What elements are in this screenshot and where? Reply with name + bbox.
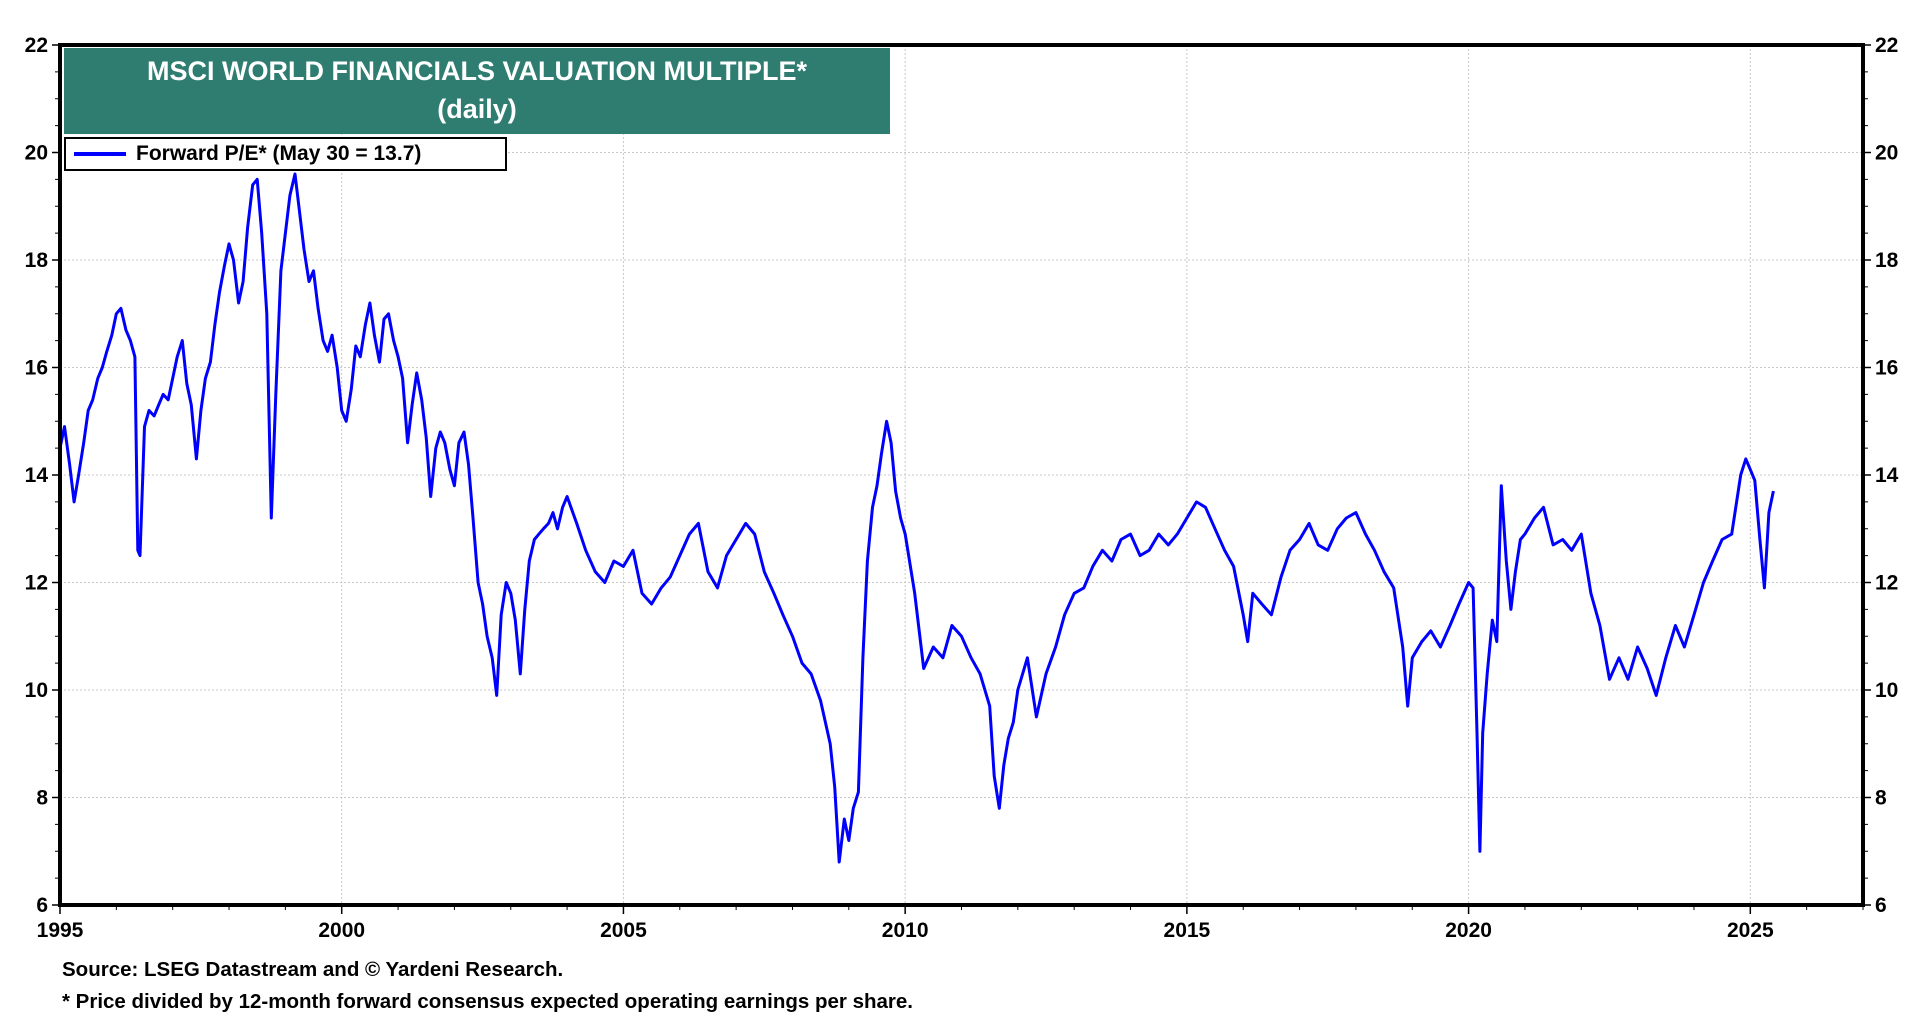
y-tick-label-right: 16 xyxy=(1875,357,1898,380)
legend-line-swatch xyxy=(74,152,126,156)
right-y-axis: 6 8 10 12 14 16 18 20 22 xyxy=(1863,34,1899,917)
x-tick-label: 2010 xyxy=(882,919,929,942)
y-tick-label-left: 12 xyxy=(25,572,48,595)
y-tick-label-right: 20 xyxy=(1875,142,1898,165)
y-tick-label-left: 16 xyxy=(25,357,48,380)
y-tick-label-left: 6 xyxy=(36,894,48,917)
footnote: * Price divided by 12-month forward cons… xyxy=(62,990,913,1013)
x-tick-label: 2025 xyxy=(1727,919,1774,942)
y-tick-label-left: 18 xyxy=(25,249,49,272)
y-tick-label-right: 10 xyxy=(1875,679,1898,702)
series-line-forward-pe xyxy=(58,172,1775,864)
y-tick-label-left: 10 xyxy=(25,679,48,702)
y-tick-label-right: 14 xyxy=(1875,464,1899,487)
y-tick-label-right: 22 xyxy=(1875,34,1898,57)
x-tick-label: 2015 xyxy=(1164,919,1211,942)
x-tick-label: 2020 xyxy=(1445,919,1492,942)
x-tick-label: 2005 xyxy=(600,919,647,942)
y-tick-label-right: 6 xyxy=(1875,894,1887,917)
y-tick-label-left: 20 xyxy=(25,142,48,165)
x-tick-label: 2000 xyxy=(318,919,365,942)
x-axis: 1995 2000 2005 2010 2015 2020 2025 xyxy=(37,905,1774,942)
chart-title: MSCI WORLD FINANCIALS VALUATION MULTIPLE… xyxy=(147,56,807,86)
x-tick-label: 1995 xyxy=(37,919,84,942)
y-tick-label-right: 18 xyxy=(1875,249,1899,272)
chart-subtitle: (daily) xyxy=(437,94,517,124)
y-tick-label-left: 14 xyxy=(25,464,49,487)
source-note: Source: LSEG Datastream and © Yardeni Re… xyxy=(62,958,564,981)
gridlines xyxy=(60,45,1863,905)
left-y-axis: 6 8 10 12 14 16 18 20 22 xyxy=(25,34,60,917)
y-tick-label-right: 8 xyxy=(1875,787,1887,810)
legend: Forward P/E* (May 30 = 13.7) xyxy=(64,137,507,171)
minor-ticks xyxy=(55,71,1868,910)
y-tick-label-left: 22 xyxy=(25,34,48,57)
y-tick-label-left: 8 xyxy=(36,787,48,810)
series-layer xyxy=(58,172,1775,864)
y-tick-label-right: 12 xyxy=(1875,572,1898,595)
chart-title-box: MSCI WORLD FINANCIALS VALUATION MULTIPLE… xyxy=(64,48,890,134)
legend-label: Forward P/E* (May 30 = 13.7) xyxy=(136,142,422,165)
